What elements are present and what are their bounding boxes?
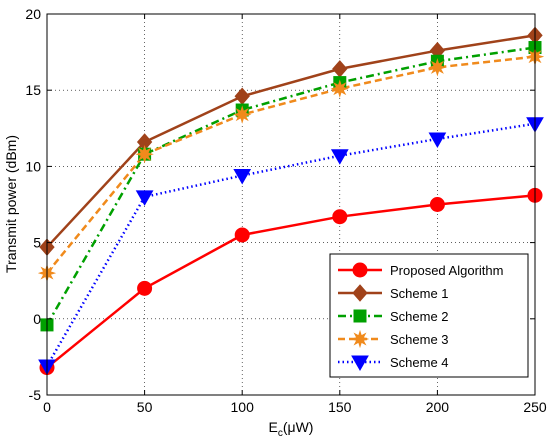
series-line-scheme-2	[45, 46, 536, 326]
legend-entry-scheme-4: Scheme 4	[338, 355, 449, 372]
y-tick-label: 20	[25, 6, 41, 22]
y-tick-label: -5	[29, 387, 42, 403]
x-tick-label: 100	[231, 399, 255, 415]
data-point-proposed-algorithm	[137, 280, 153, 296]
data-point-proposed-algorithm	[332, 209, 348, 225]
data-point-scheme-4	[233, 169, 252, 185]
legend: Proposed Algorithm Scheme 1 Scheme 2 Scheme…	[329, 253, 529, 378]
y-axis: -5 0 5 10 15 20	[25, 6, 535, 403]
legend-swatch-marker	[351, 355, 369, 372]
x-tick-label: 200	[426, 399, 450, 415]
legend-label: Proposed Algorithm	[390, 263, 503, 278]
legend-swatch-marker	[350, 329, 370, 349]
legend-entry-scheme-1: Scheme 1	[338, 284, 449, 302]
legend-entry-scheme-2: Scheme 2	[338, 309, 449, 324]
legend-swatch-marker	[352, 262, 368, 278]
series-line-scheme-3	[46, 55, 536, 274]
legend-entry-proposed-algorithm: Proposed Algorithm	[338, 262, 503, 278]
data-point-scheme-3	[135, 145, 154, 164]
legend-label: Scheme 2	[390, 309, 449, 324]
series-line-proposed-algorithm	[46, 194, 536, 369]
data-point-scheme-3	[428, 58, 447, 77]
x-axis-label: Ec(μW)	[269, 419, 314, 439]
series-line-scheme-1	[46, 34, 536, 249]
plot-frame	[46, 13, 536, 396]
legend-label: Scheme 3	[390, 332, 449, 347]
data-point-proposed-algorithm	[234, 227, 250, 243]
x-tick-label: 50	[137, 399, 153, 415]
y-tick-label: 0	[33, 311, 41, 327]
series-lines	[45, 34, 536, 369]
data-point-scheme-4	[135, 190, 154, 206]
y-axis-label: Transmit power (dBm)	[3, 135, 19, 273]
data-point-scheme-3	[330, 79, 349, 98]
data-point-scheme-4	[428, 132, 447, 148]
x-tick-label: 250	[523, 399, 547, 415]
y-tick-label: 5	[33, 235, 41, 251]
legend-swatch-marker	[352, 284, 368, 302]
data-point-scheme-4	[330, 149, 349, 165]
x-tick-label: 0	[43, 399, 51, 415]
series-markers-scheme-4	[38, 117, 544, 376]
data-point-proposed-algorithm	[429, 197, 445, 212]
legend-label: Scheme 1	[390, 286, 449, 301]
y-tick-label: 15	[25, 82, 41, 98]
legend-entry-scheme-3: Scheme 3	[338, 329, 449, 349]
series-line-scheme-4	[45, 122, 536, 367]
x-tick-label: 150	[328, 399, 352, 415]
x-axis: 0 50 100 150 200 250	[43, 14, 547, 415]
y-tick-label: 10	[25, 158, 41, 174]
legend-swatch-marker	[353, 309, 367, 323]
legend-label: Scheme 4	[390, 355, 449, 370]
data-point-scheme-3	[233, 105, 252, 124]
grid-lines	[47, 14, 535, 395]
